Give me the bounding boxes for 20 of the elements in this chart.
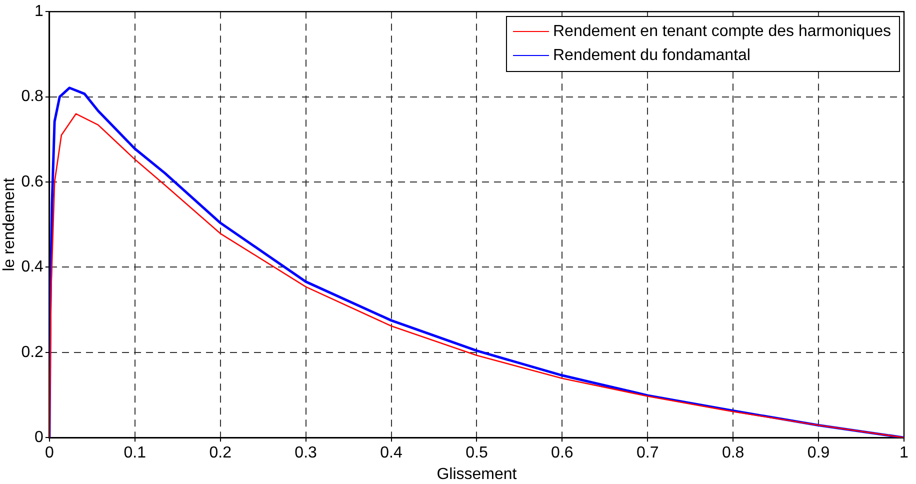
x-tick-label: 0.1	[124, 444, 146, 462]
y-tick-label: 0	[34, 429, 44, 446]
x-tick-label: 0.4	[380, 444, 402, 462]
y-tick-label: 0.6	[21, 173, 44, 190]
y-tick-label: 0.4	[21, 258, 44, 276]
x-tick-label: 0.9	[807, 444, 830, 462]
x-tick-label: 0.8	[722, 444, 744, 462]
x-tick-label: 0.6	[551, 444, 574, 462]
y-tick-label: 0.8	[21, 88, 44, 106]
y-tick-label: 1	[34, 3, 44, 20]
x-tick-label: 0.5	[466, 444, 488, 462]
x-tick-label: 1	[900, 444, 909, 462]
legend-label: Rendement en tenant compte des harmoniques	[553, 22, 891, 41]
x-tick-label: 0.2	[209, 444, 232, 462]
x-tick-label: 0.7	[636, 444, 659, 462]
x-tick-label: 0.3	[294, 444, 318, 462]
y-axis-title: le rendement	[1, 177, 18, 272]
y-tick-label: 0.2	[21, 344, 44, 361]
x-axis-title: Glissement	[436, 466, 518, 483]
legend-label: Rendement du fondamantal	[553, 46, 750, 65]
